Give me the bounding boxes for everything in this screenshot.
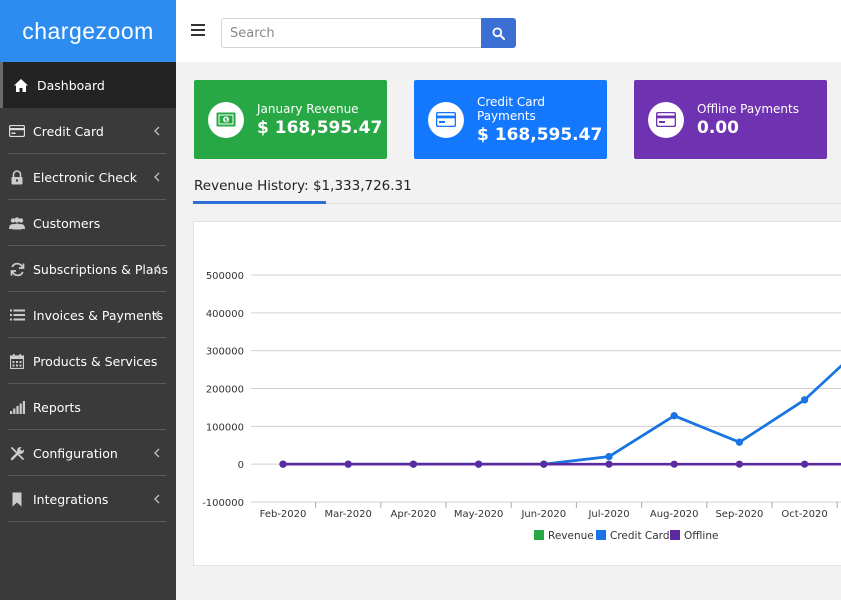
- revenue-history-title[interactable]: Revenue History: $1,333,726.31: [194, 178, 412, 194]
- data-point-offline: [735, 460, 744, 468]
- sidebar-item-products[interactable]: Products & Services: [0, 338, 176, 384]
- sidebar-item-label: Electronic Check: [33, 169, 138, 185]
- sidebar-item-label: Credit Card: [33, 123, 104, 139]
- x-tick-label: Jul-2020: [587, 509, 629, 520]
- app-logo[interactable]: chargezoom: [0, 0, 176, 62]
- x-tick-label: May-2020: [454, 509, 504, 520]
- sidebar-item-label: Integrations: [33, 491, 109, 507]
- calendar-icon: [9, 353, 25, 369]
- data-point-offline: [409, 460, 417, 468]
- legend-swatch-revenue: [534, 530, 544, 540]
- sidebar-item-subscriptions[interactable]: Subscriptions & Plans: [0, 246, 176, 292]
- sidebar-item-label: Invoices & Payments: [33, 307, 164, 323]
- sidebar-item-label: Dashboard: [37, 77, 105, 93]
- chevron-left-icon: [154, 126, 160, 136]
- search-button[interactable]: [481, 18, 516, 48]
- sidebar-item-label: Products & Services: [33, 353, 158, 369]
- data-point-offline: [279, 460, 287, 468]
- data-point-offline: [475, 460, 483, 468]
- card-value: $ 168,595.47: [477, 124, 603, 145]
- chevron-left-icon: [154, 448, 160, 458]
- y-tick-label: 300000: [206, 347, 244, 358]
- divider: [326, 203, 841, 204]
- sidebar-item-customers[interactable]: Customers: [0, 200, 176, 246]
- refresh-icon: [9, 261, 25, 277]
- menu-toggle-icon[interactable]: [191, 24, 205, 36]
- sidebar-item-label: Configuration: [33, 445, 118, 461]
- y-tick-label: 100000: [206, 422, 244, 433]
- series-line-credit-card: [283, 364, 841, 466]
- revenue-line-chart: 500000 400000 300000 200000 100000 0 -100000 Fe…: [202, 271, 841, 542]
- stat-card-credit-card-payments: Credit Card Payments $ 168,595.47: [414, 80, 607, 159]
- revenue-chart-panel: 500000 400000 300000 200000 100000 0 -100000 Fe…: [193, 221, 841, 566]
- x-tick-label: Apr-2020: [391, 509, 437, 520]
- y-tick-label: 400000: [206, 309, 244, 320]
- stat-card-january-revenue: $ January Revenue $ 168,595.47: [194, 80, 387, 159]
- data-point-offline: [605, 460, 613, 468]
- data-point-credit-card: [735, 438, 744, 446]
- wrench-icon: [9, 445, 25, 461]
- y-tick-label: 0: [238, 460, 244, 471]
- bookmark-icon: [9, 491, 25, 507]
- search-icon: [492, 27, 505, 40]
- sidebar-item-label: Subscriptions & Plans: [33, 261, 168, 277]
- chevron-left-icon: [154, 264, 160, 274]
- users-icon: [9, 215, 25, 231]
- data-point-offline: [344, 460, 352, 468]
- x-tick-label: Sep-2020: [715, 509, 763, 520]
- data-point-offline: [540, 460, 548, 468]
- data-point-offline: [801, 460, 809, 468]
- legend-label-revenue: Revenue: [548, 530, 594, 542]
- x-tick-label: Feb-2020: [260, 509, 307, 520]
- data-point-credit-card: [605, 453, 613, 461]
- chevron-left-icon: [154, 494, 160, 504]
- search-input[interactable]: [221, 18, 482, 48]
- sidebar-item-label: Customers: [33, 215, 101, 231]
- card-label: January Revenue: [257, 101, 359, 116]
- legend-swatch-offline: [670, 530, 680, 540]
- sidebar-item-configuration[interactable]: Configuration: [0, 430, 176, 476]
- credit-card-icon: [428, 101, 464, 138]
- sidebar-item-dashboard[interactable]: Dashboard: [0, 62, 176, 108]
- top-bar: [176, 0, 841, 62]
- chevron-left-icon: [154, 172, 160, 182]
- data-point-credit-card: [670, 412, 678, 420]
- list-icon: [9, 307, 25, 323]
- x-tick-label: Aug-2020: [650, 509, 699, 520]
- card-label: Offline Payments: [697, 101, 799, 116]
- tab-underline: [193, 201, 326, 204]
- credit-card-icon: [648, 101, 684, 138]
- bar-chart-icon: [9, 399, 25, 415]
- sidebar-item-electronic-check[interactable]: Electronic Check: [0, 154, 176, 200]
- y-tick-label: 200000: [206, 385, 244, 396]
- card-value: $ 168,595.47: [257, 117, 383, 138]
- y-tick-label: 500000: [206, 271, 244, 282]
- legend-label-offline: Offline: [684, 530, 718, 542]
- series-line-revenue: [283, 364, 841, 466]
- card-value: 0.00: [697, 117, 739, 138]
- x-tick-label: Oct-2020: [781, 509, 827, 520]
- chevron-left-icon: [154, 310, 160, 320]
- stat-card-offline-payments: Offline Payments 0.00: [634, 80, 827, 159]
- x-tick-label: Mar-2020: [325, 509, 372, 520]
- sidebar-item-reports[interactable]: Reports: [0, 384, 176, 430]
- sidebar-item-invoices[interactable]: Invoices & Payments: [0, 292, 176, 338]
- sidebar: Dashboard Credit Card Electronic Check C…: [0, 62, 176, 600]
- money-icon: $: [208, 101, 244, 138]
- sidebar-item-integrations[interactable]: Integrations: [0, 476, 176, 522]
- card-label: Credit Card Payments: [477, 94, 545, 123]
- lock-icon: [9, 169, 25, 185]
- home-icon: [13, 77, 29, 93]
- data-point-credit-card: [801, 396, 809, 404]
- sidebar-item-label: Reports: [33, 399, 81, 415]
- credit-card-icon: [9, 123, 25, 139]
- legend-swatch-credit-card: [596, 530, 606, 540]
- legend-label-credit-card: Credit Card: [610, 530, 669, 542]
- sidebar-item-credit-card[interactable]: Credit Card: [0, 108, 176, 154]
- x-tick-label: Jun-2020: [520, 509, 566, 520]
- y-tick-label: -100000: [202, 498, 244, 509]
- data-point-offline: [670, 460, 678, 468]
- svg-text:$: $: [224, 118, 228, 124]
